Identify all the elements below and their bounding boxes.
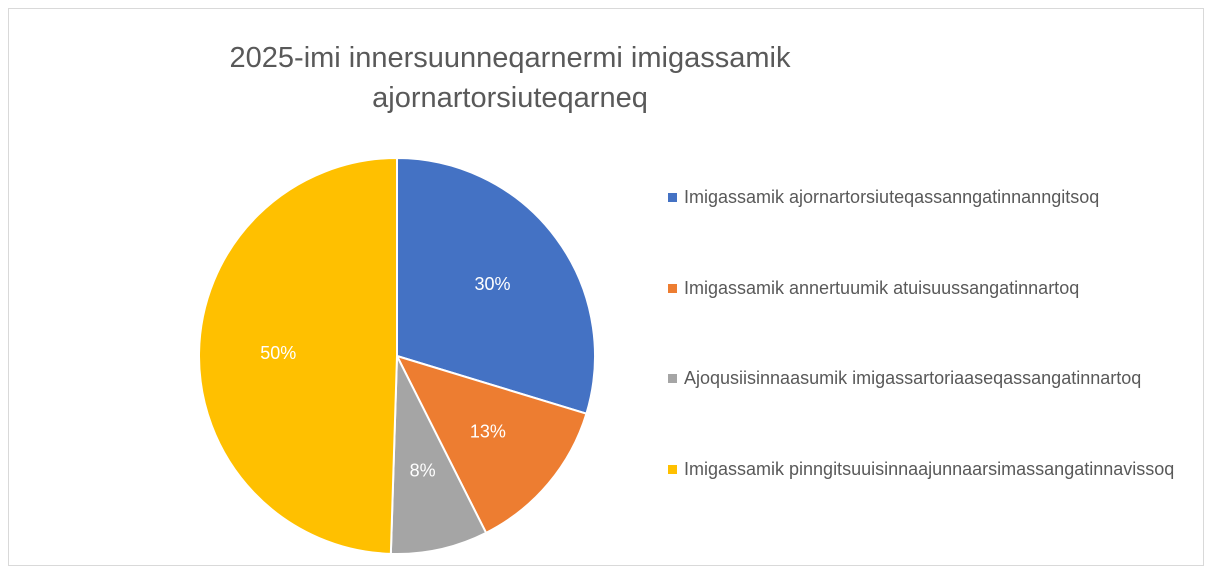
legend-swatch [668,374,677,383]
pie-slice [396,156,596,415]
data-label: 13% [470,421,506,441]
legend-item: Imigassamik annertuumik atuisuussangatin… [668,274,1198,302]
legend-label: Imigassamik ajornartorsiuteqassanngatinn… [684,187,1100,207]
legend-swatch [668,464,677,474]
legend-label: Ajoqusiisinnaasumik imigassartoriaaseqas… [684,368,1142,388]
legend-item: Imigassamik ajornartorsiuteqassanngatinn… [668,183,1198,211]
pie-slice [389,355,488,555]
chart-frame [8,8,1204,566]
data-label: 8% [410,461,436,481]
legend-label: Imigassamik annertuumik atuisuussangatin… [684,277,1080,298]
pie-slice [395,354,588,535]
chart-title: 2025-imi innersuunneqarnermi imigassamik… [229,42,791,114]
legend-label: Imigassamik pinngitsuuisinnaajunnaarsima… [684,458,1175,479]
legend-item: Ajoqusiisinnaasumik imigassartoriaaseqas… [668,364,1198,392]
legend-swatch [668,193,677,202]
data-label: 30% [474,274,510,294]
legend-item: Imigassamik pinngitsuuisinnaajunnaarsima… [668,455,1198,483]
data-label: 50% [260,343,296,363]
pie-slice [198,156,398,555]
legend-swatch [668,283,677,293]
